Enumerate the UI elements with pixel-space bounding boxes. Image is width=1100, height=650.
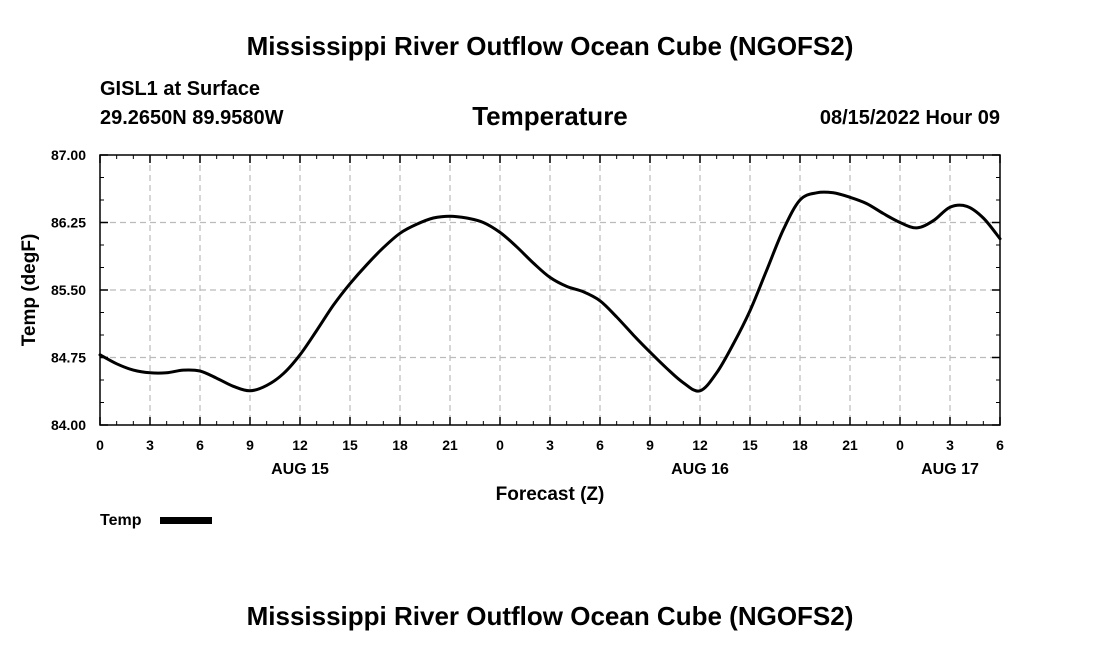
x-tick-label: 6 — [596, 437, 604, 453]
x-tick-labels: 0 3 6 9 12 15 18 21 0 3 6 9 12 15 18 21 0 3 6 — [96, 437, 1004, 453]
x-tick-label: 0 — [896, 437, 904, 453]
x-tick-label: 3 — [146, 437, 154, 453]
legend: Temp — [100, 512, 212, 529]
x-tick-label: 15 — [742, 437, 758, 453]
x-tick-label: 21 — [842, 437, 858, 453]
y-tick-label: 87.00 — [51, 147, 86, 163]
legend-label: Temp — [100, 512, 142, 529]
y-tick-label: 84.00 — [51, 417, 86, 433]
chart-title: Temperature — [472, 101, 628, 131]
page-title: Mississippi River Outflow Ocean Cube (NG… — [247, 31, 854, 61]
x-tick-label: 18 — [792, 437, 808, 453]
day-label: AUG 15 — [271, 461, 329, 478]
x-tick-label: 0 — [496, 437, 504, 453]
x-tick-label: 15 — [342, 437, 358, 453]
y-tick-label: 86.25 — [51, 215, 86, 231]
coordinates-label: 29.2650N 89.9580W — [100, 107, 284, 129]
x-tick-label: 6 — [996, 437, 1004, 453]
x-tick-label: 12 — [292, 437, 308, 453]
x-tick-label: 6 — [196, 437, 204, 453]
grid-lines — [100, 155, 1000, 425]
station-label: GISL1 at Surface — [100, 78, 260, 100]
x-tick-label: 21 — [442, 437, 458, 453]
plot-area-frame — [99, 154, 1001, 426]
temp-series-line — [98, 190, 1002, 393]
x-tick-label: 12 — [692, 437, 708, 453]
x-tick-label: 0 — [96, 437, 104, 453]
x-axis-label: Forecast (Z) — [496, 484, 605, 505]
y-tick-label: 85.50 — [51, 282, 86, 298]
x-tick-label: 9 — [646, 437, 654, 453]
y-axis-label: Temp (degF) — [19, 234, 40, 347]
x-tick-label: 18 — [392, 437, 408, 453]
y-tick-labels: 84.00 84.75 85.50 86.25 87.00 — [51, 147, 86, 433]
legend-line-swatch — [160, 517, 212, 524]
datetime-label: 08/15/2022 Hour 09 — [820, 107, 1000, 129]
day-label: AUG 17 — [921, 461, 979, 478]
y-tick-label: 84.75 — [51, 350, 86, 366]
x-tick-label: 3 — [546, 437, 554, 453]
x-tick-label: 3 — [946, 437, 954, 453]
day-label: AUG 16 — [671, 461, 729, 478]
x-tick-label: 9 — [246, 437, 254, 453]
day-labels: AUG 15 AUG 16 AUG 17 — [271, 461, 979, 478]
footer-title: Mississippi River Outflow Ocean Cube (NG… — [247, 601, 854, 631]
